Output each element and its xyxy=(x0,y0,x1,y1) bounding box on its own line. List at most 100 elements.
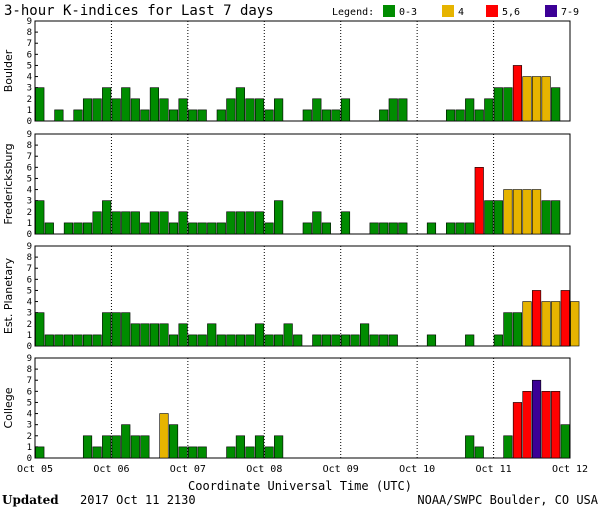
panel-label: Boulder xyxy=(2,49,15,92)
k-index-bar xyxy=(178,211,188,235)
legend-label: 7-9 xyxy=(561,7,579,18)
k-index-bar xyxy=(226,211,236,235)
x-tick-label: Oct 06 xyxy=(93,464,129,475)
k-index-bar xyxy=(474,167,484,235)
y-tick-label: 2 xyxy=(27,95,32,105)
k-index-bar xyxy=(130,211,140,235)
legend-swatch xyxy=(383,5,395,17)
k-index-bar xyxy=(63,222,74,235)
k-index-bar xyxy=(340,98,351,122)
chart-title: 3-hour K-indices for Last 7 days xyxy=(4,3,274,19)
k-index-bar xyxy=(551,200,561,235)
k-index-bar xyxy=(111,98,121,122)
k-index-bar xyxy=(455,109,465,122)
y-tick-label: 7 xyxy=(27,376,32,386)
k-index-bar xyxy=(92,334,102,347)
k-index-bar xyxy=(159,211,169,235)
y-tick-label: 7 xyxy=(27,152,32,162)
k-index-bar xyxy=(130,98,140,122)
k-index-bar xyxy=(254,435,265,459)
k-index-bar xyxy=(264,446,274,459)
k-index-bar xyxy=(531,76,542,122)
k-index-bar xyxy=(274,200,284,235)
y-tick-label: 9 xyxy=(27,242,32,252)
k-index-bar xyxy=(159,413,169,459)
k-index-bar xyxy=(197,446,207,459)
k-index-bar xyxy=(168,334,179,347)
y-tick-label: 1 xyxy=(27,331,32,341)
panels: 0123456789Boulder0123456789Fredericksbur… xyxy=(2,17,580,464)
x-tick-label: Oct 10 xyxy=(399,464,435,475)
x-tick-label: Oct 05 xyxy=(17,464,53,475)
k-index-bar xyxy=(302,222,312,235)
k-index-bar xyxy=(140,109,150,122)
y-tick-label: 3 xyxy=(27,421,32,431)
k-index-bar xyxy=(92,98,102,122)
y-tick-label: 5 xyxy=(27,174,32,184)
y-tick-label: 3 xyxy=(27,84,32,94)
k-index-bar xyxy=(446,222,456,235)
k-index-bar xyxy=(474,446,484,459)
y-tick-label: 9 xyxy=(27,354,32,364)
k-index-bar xyxy=(522,76,532,122)
y-tick-label: 3 xyxy=(27,197,32,207)
y-tick-label: 5 xyxy=(27,61,32,71)
k-index-bar xyxy=(102,312,112,347)
k-index-bar xyxy=(254,98,265,122)
k-index-bar xyxy=(522,189,532,235)
k-index-bar xyxy=(264,334,274,347)
k-index-bar xyxy=(465,222,475,235)
k-index-bar xyxy=(493,200,503,235)
panel-label: Fredericksburg xyxy=(2,143,15,224)
k-index-bar xyxy=(178,98,188,122)
k-index-bar xyxy=(73,222,83,235)
k-index-bar xyxy=(484,98,494,122)
k-index-bar xyxy=(111,211,121,235)
k-index-bar xyxy=(551,391,561,459)
k-index-bar xyxy=(522,301,532,347)
k-index-bar xyxy=(245,334,255,347)
legend-swatch xyxy=(442,5,454,17)
k-index-bar xyxy=(178,446,188,459)
k-index-bar xyxy=(44,334,54,347)
k-index-bar xyxy=(254,211,265,235)
k-index-bar xyxy=(340,211,351,235)
k-index-bar xyxy=(111,435,121,459)
k-index-bar xyxy=(379,222,389,235)
x-tick-label: Oct 09 xyxy=(323,464,359,475)
k-index-bar xyxy=(168,222,179,235)
k-index-bar xyxy=(560,424,570,459)
legend-label: 0-3 xyxy=(399,7,417,18)
k-index-bar xyxy=(503,189,513,235)
k-index-bar xyxy=(312,98,322,122)
k-index-bar xyxy=(35,87,45,122)
k-index-bar xyxy=(274,435,284,459)
y-tick-label: 8 xyxy=(27,365,32,375)
k-index-bar xyxy=(159,323,169,347)
k-index-bar xyxy=(92,446,102,459)
k-index-bar xyxy=(503,312,513,347)
x-tick-labels: Oct 05 Oct 06 Oct 07 Oct 08 Oct 09 Oct 10 Oct … xyxy=(17,464,588,475)
k-index-bar xyxy=(197,334,207,347)
k-index-bar xyxy=(331,334,341,347)
k-index-bar xyxy=(102,435,112,459)
k-index-bar xyxy=(140,323,150,347)
k-index-bar xyxy=(197,222,207,235)
k-index-bar xyxy=(369,222,379,235)
k-index-bar xyxy=(54,334,64,347)
y-tick-label: 6 xyxy=(27,275,32,285)
k-index-bar xyxy=(512,65,523,122)
k-index-bar xyxy=(245,211,255,235)
k-index-bar xyxy=(503,435,513,459)
k-index-bar xyxy=(254,323,265,347)
k-index-bar xyxy=(149,211,159,235)
y-tick-label: 2 xyxy=(27,432,32,442)
k-index-bar xyxy=(570,301,580,347)
x-tick-label: Oct 07 xyxy=(170,464,206,475)
k-index-bar xyxy=(73,334,83,347)
y-tick-label: 5 xyxy=(27,286,32,296)
k-index-bar xyxy=(541,391,551,459)
k-index-bar xyxy=(235,334,245,347)
k-index-bar xyxy=(82,222,93,235)
